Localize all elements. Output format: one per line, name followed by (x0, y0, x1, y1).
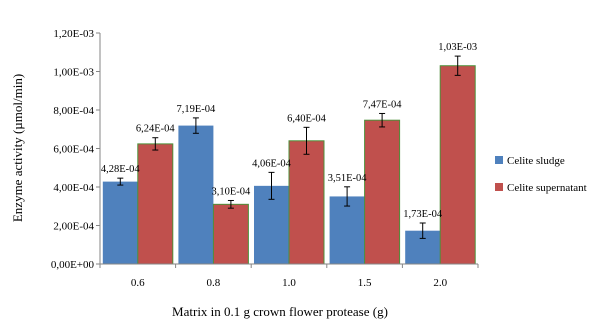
data-label: 1,03E-03 (438, 42, 477, 53)
y-axis-ticks: 0,00E+00 2,00E-04 4,00E-04 6,00E-04 8,00E-04… (51, 28, 100, 271)
data-labels: 4,28E-04 7,19E-04 4,06E-04 3,51E-04 1,73E-04… (101, 42, 477, 220)
axes (99, 33, 478, 265)
data-label: 6,40E-04 (287, 113, 327, 124)
y-tick-label: 6,00E-04 (53, 144, 94, 156)
legend-swatch (495, 156, 503, 164)
bar-sludge (329, 196, 365, 264)
legend-swatch (495, 183, 503, 191)
bar-supernatant (364, 119, 401, 265)
error-bars (117, 55, 461, 239)
y-tick-label: 0,00E+00 (51, 259, 95, 271)
data-label: 7,47E-04 (363, 99, 403, 110)
x-tick-label: 1.0 (282, 277, 296, 289)
bar-supernatant (439, 65, 476, 265)
y-tick-label: 1,20E-03 (53, 28, 94, 40)
data-label: 7,19E-04 (177, 104, 217, 115)
x-tick-label: 1.5 (358, 277, 372, 289)
bar-supernatant (288, 140, 325, 265)
legend-label: Celite sludge (507, 155, 565, 167)
bar-sludge (178, 125, 214, 264)
x-tick-label: 2.0 (433, 277, 447, 289)
bar-sludge (102, 181, 138, 264)
data-label: 3,51E-04 (328, 173, 368, 184)
data-label: 4,06E-04 (252, 158, 292, 169)
data-label: 4,28E-04 (101, 164, 141, 175)
y-axis-title: Enzyme activity (µmol/min) (10, 74, 25, 222)
y-tick-label: 1,00E-03 (53, 67, 94, 79)
legend-label: Celite supernatant (507, 182, 587, 194)
x-tick-label: 0.8 (207, 277, 221, 289)
y-tick-label: 4,00E-04 (53, 182, 94, 194)
y-tick-label: 8,00E-04 (53, 105, 94, 117)
legend: Celite sludge Celite supernatant (495, 155, 587, 194)
x-axis-title: Matrix in 0.1 g crown flower protease (g… (172, 304, 388, 319)
bars (102, 65, 476, 265)
data-label: 1,73E-04 (403, 209, 443, 220)
data-label: 6,24E-04 (136, 124, 176, 135)
data-label: 3,10E-04 (212, 186, 252, 197)
x-axis-ticks: 0.6 0.8 1.0 1.5 2.0 (99, 264, 479, 289)
bar-supernatant (212, 203, 249, 265)
y-tick-label: 2,00E-04 (53, 221, 94, 233)
bar-supernatant (137, 143, 174, 265)
x-tick-label: 0.6 (131, 277, 145, 289)
